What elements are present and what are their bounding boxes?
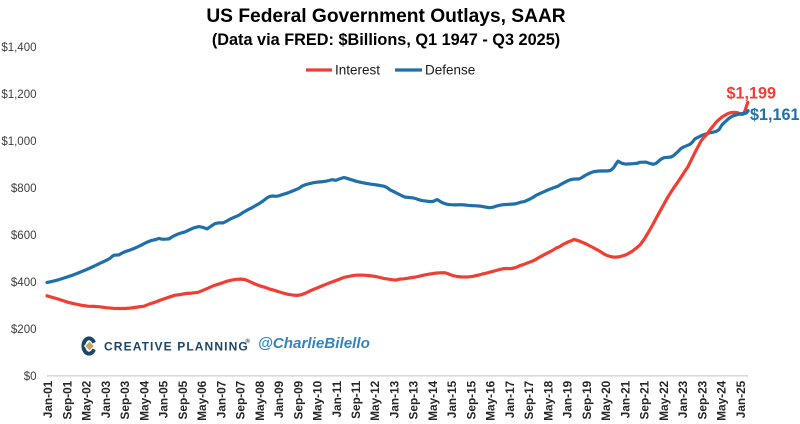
svg-text:Sep-19: Sep-19 xyxy=(580,380,594,419)
svg-text:Jan-09: Jan-09 xyxy=(272,380,286,418)
svg-text:Sep-07: Sep-07 xyxy=(234,380,248,419)
svg-text:Sep-13: Sep-13 xyxy=(407,380,421,419)
svg-text:May-10: May-10 xyxy=(311,380,325,420)
svg-text:Jan-19: Jan-19 xyxy=(561,380,575,418)
svg-text:US Federal Government Outlays,: US Federal Government Outlays, SAAR xyxy=(206,6,565,27)
svg-text:CREATIVE PLANNING: CREATIVE PLANNING xyxy=(104,339,249,353)
svg-text:May-06: May-06 xyxy=(195,380,209,420)
svg-text:May-12: May-12 xyxy=(368,380,382,420)
svg-text:May-02: May-02 xyxy=(80,380,94,420)
svg-text:Jan-01: Jan-01 xyxy=(41,380,55,418)
svg-text:$1,199: $1,199 xyxy=(727,84,777,102)
svg-text:$200: $200 xyxy=(11,324,37,336)
svg-text:$1,400: $1,400 xyxy=(1,42,36,54)
svg-text:Jan-13: Jan-13 xyxy=(388,380,402,418)
svg-text:Jan-07: Jan-07 xyxy=(214,380,228,418)
svg-text:$0: $0 xyxy=(24,371,37,383)
svg-text:May-14: May-14 xyxy=(426,380,440,420)
svg-text:Jan-03: Jan-03 xyxy=(99,380,113,418)
svg-text:May-04: May-04 xyxy=(137,380,151,420)
svg-text:Jan-17: Jan-17 xyxy=(503,380,517,418)
svg-text:$1,161: $1,161 xyxy=(750,106,800,124)
svg-text:Sep-01: Sep-01 xyxy=(60,380,74,419)
svg-text:Jan-05: Jan-05 xyxy=(157,380,171,418)
svg-text:$1,200: $1,200 xyxy=(1,89,36,101)
svg-text:Sep-03: Sep-03 xyxy=(118,380,132,419)
svg-text:Sep-21: Sep-21 xyxy=(638,380,652,419)
svg-text:May-08: May-08 xyxy=(253,380,267,420)
svg-text:Jan-21: Jan-21 xyxy=(618,380,632,418)
svg-text:(Data via FRED: $Billions, Q1: (Data via FRED: $Billions, Q1 1947 - Q3 … xyxy=(212,31,560,49)
svg-text:Sep-09: Sep-09 xyxy=(291,380,305,419)
svg-text:®: ® xyxy=(246,338,251,345)
svg-text:May-16: May-16 xyxy=(484,380,498,420)
svg-text:Jan-15: Jan-15 xyxy=(445,380,459,418)
svg-text:May-18: May-18 xyxy=(541,380,555,420)
svg-text:$600: $600 xyxy=(11,230,37,242)
svg-text:Sep-15: Sep-15 xyxy=(465,380,479,419)
svg-text:Sep-11: Sep-11 xyxy=(349,380,363,418)
svg-text:Sep-17: Sep-17 xyxy=(522,380,536,419)
svg-text:$800: $800 xyxy=(11,183,37,195)
svg-text:Defense: Defense xyxy=(425,63,475,78)
svg-text:Interest: Interest xyxy=(335,63,380,78)
svg-text:@CharlieBilello: @CharlieBilello xyxy=(258,335,370,352)
svg-text:Jan-23: Jan-23 xyxy=(676,380,690,418)
svg-text:May-22: May-22 xyxy=(657,380,671,420)
svg-text:May-20: May-20 xyxy=(599,380,613,420)
svg-text:May-24: May-24 xyxy=(715,380,729,420)
svg-text:Sep-23: Sep-23 xyxy=(695,380,709,419)
svg-text:Jan-25: Jan-25 xyxy=(734,380,748,418)
svg-text:Jan-11: Jan-11 xyxy=(330,380,344,417)
svg-text:$400: $400 xyxy=(11,277,37,289)
svg-text:$1,000: $1,000 xyxy=(1,136,36,148)
svg-text:Sep-05: Sep-05 xyxy=(176,380,190,419)
